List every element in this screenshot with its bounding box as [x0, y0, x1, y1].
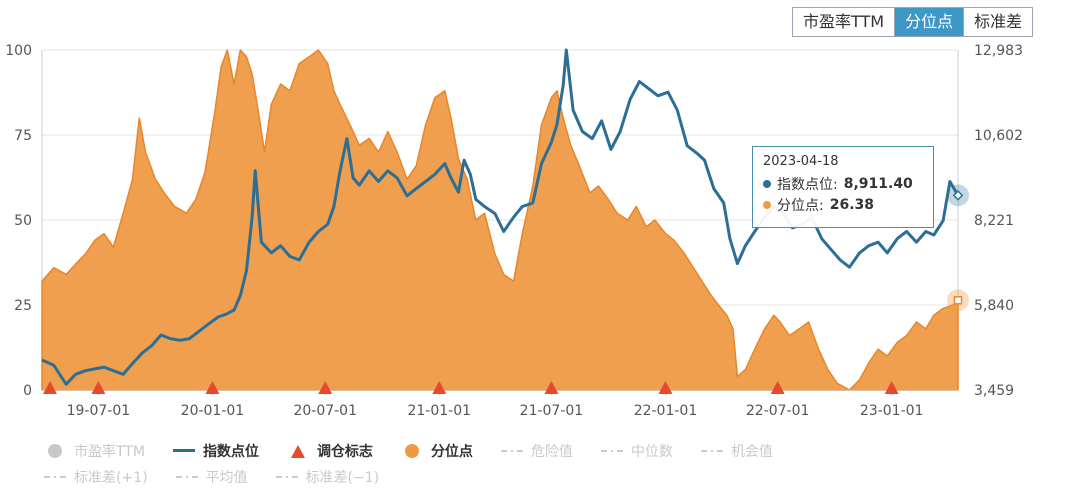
legend-label: 分位点: [430, 444, 473, 460]
y-left-tick-label: 50: [14, 213, 32, 229]
rebalance-marker: [544, 381, 559, 394]
legend-item[interactable]: 标准差(+1): [42, 467, 148, 487]
legend-item[interactable]: 指数点位: [171, 441, 259, 461]
rebalance-marker: [91, 381, 106, 394]
legend-label: 指数点位: [202, 444, 259, 460]
index-dot-icon: [763, 179, 771, 188]
tooltip-percentile-label: 分位点:: [777, 197, 824, 214]
x-tick-label: 20-07-01: [293, 403, 357, 419]
legend-label: 机会值: [730, 444, 773, 460]
tooltip-percentile-row: 分位点: 26.38: [763, 194, 923, 215]
chart-legend: 市盈率TTM 指数点位 调仓标志 分位点 危险值 中位数 机会值 标准差(+1) 平均值 标准差…: [42, 438, 1052, 490]
y-right-tick-label: 5,840: [974, 298, 1014, 314]
rebalance-marker: [43, 381, 57, 394]
index-hover-point: [952, 190, 964, 201]
legend-triangle-icon: [290, 445, 305, 458]
y-left-tick-label: 100: [5, 43, 32, 59]
tooltip-index-row: 指数点位: 8,911.40: [763, 173, 923, 194]
legend-dash-icon: [175, 476, 198, 478]
tab-std-dev[interactable]: 标准差: [963, 8, 1033, 36]
y-left-tick-label: 75: [14, 128, 32, 144]
legend-dash-icon: [275, 476, 298, 478]
legend-dash-icon: [600, 450, 623, 452]
tab-pe-ttm[interactable]: 市盈率TTM: [793, 8, 895, 36]
y-left-tick-label: 0: [23, 383, 32, 399]
x-tick-label: 19-07-01: [67, 403, 131, 419]
legend-label: 标准差(+1): [74, 470, 148, 486]
x-tick-label: 20-01-01: [181, 403, 245, 419]
rebalance-marker: [884, 381, 899, 394]
legend-label: 市盈率TTM: [74, 444, 145, 460]
legend-item[interactable]: 调仓标志: [285, 441, 373, 461]
metric-tab-group: 市盈率TTM 分位点 标准差: [792, 7, 1034, 37]
tooltip-index-label: 指数点位:: [777, 176, 838, 193]
y-right-tick-label: 12,983: [974, 43, 1023, 59]
legend-label: 平均值: [205, 470, 248, 486]
y-right-tick-label: 3,459: [974, 383, 1014, 399]
legend-label: 调仓标志: [316, 444, 373, 460]
legend-line-icon: [172, 449, 195, 452]
legend-item[interactable]: 标准差(−1): [274, 467, 380, 487]
legend-row-2: 标准差(+1) 平均值 标准差(−1): [42, 464, 1052, 490]
legend-label: 标准差(−1): [305, 470, 380, 486]
percentile-area: [41, 49, 959, 391]
legend-item[interactable]: 平均值: [174, 467, 248, 487]
y-right-tick-label: 10,602: [974, 128, 1023, 144]
x-tick-label: 21-07-01: [520, 403, 584, 419]
tooltip-percentile-value: 26.38: [829, 196, 875, 213]
x-tick-label: 21-01-01: [407, 403, 471, 419]
percentile-dot-icon: [763, 200, 771, 209]
x-tick-label: 22-07-01: [746, 403, 810, 419]
y-left-tick-label: 25: [14, 298, 32, 314]
tooltip-date: 2023-04-18: [763, 154, 839, 169]
x-tick-label: 22-01-01: [634, 403, 698, 419]
legend-label: 中位数: [630, 444, 673, 460]
legend-dash-icon: [44, 476, 66, 478]
legend-item[interactable]: 机会值: [699, 441, 773, 461]
legend-item[interactable]: 危险值: [499, 441, 573, 461]
tab-percentile[interactable]: 分位点: [894, 8, 964, 36]
tooltip-index-value: 8,911.40: [843, 175, 913, 192]
legend-item[interactable]: 中位数: [599, 441, 673, 461]
rebalance-marker: [205, 381, 220, 394]
legend-row-1: 市盈率TTM 指数点位 调仓标志 分位点 危险值 中位数 机会值: [42, 438, 1052, 464]
rebalance-marker: [318, 381, 333, 394]
legend-circle-icon: [48, 444, 62, 458]
percentile-hover-point: [953, 296, 963, 305]
legend-label: 危险值: [530, 444, 573, 460]
rebalance-marker: [658, 381, 673, 394]
legend-circle-icon: [404, 444, 419, 458]
rebalance-marker: [770, 381, 785, 394]
legend-dash-icon: [700, 450, 723, 452]
legend-dash-icon: [500, 450, 523, 452]
x-tick-label: 23-01-01: [860, 403, 924, 419]
rebalance-marker: [432, 381, 447, 394]
y-right-tick-label: 8,221: [974, 213, 1014, 229]
legend-item[interactable]: 市盈率TTM: [42, 441, 145, 461]
legend-item[interactable]: 分位点: [399, 441, 473, 461]
data-tooltip: 2023-04-18 指数点位: 8,911.40 分位点: 26.38: [752, 146, 934, 228]
